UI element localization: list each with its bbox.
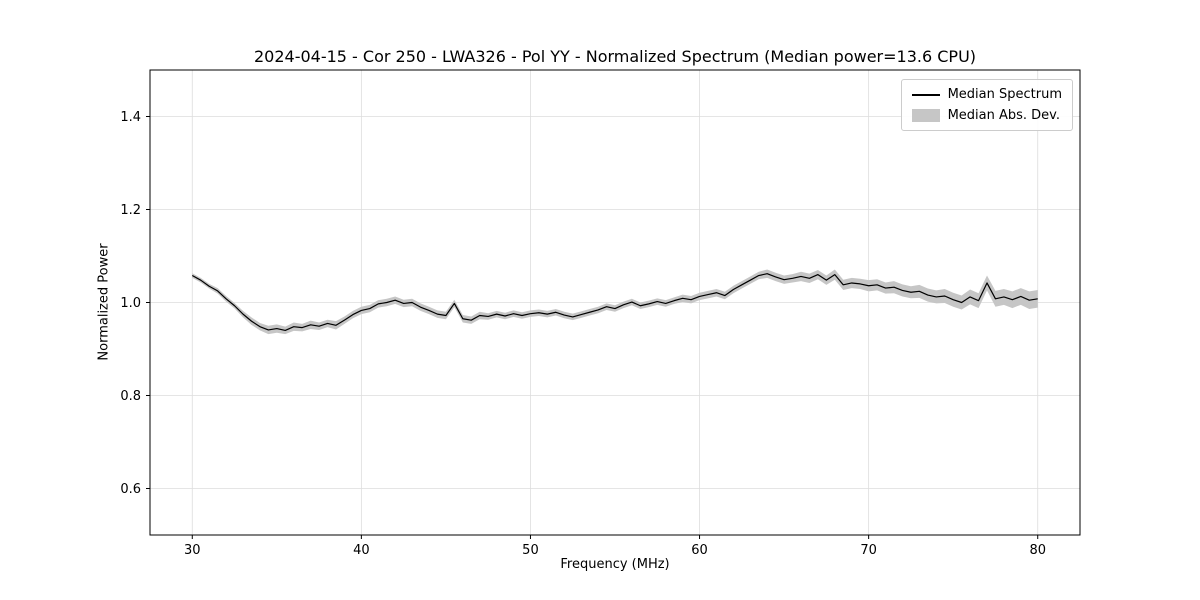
svg-text:1.2: 1.2 bbox=[120, 203, 141, 218]
svg-text:40: 40 bbox=[353, 543, 370, 558]
svg-text:70: 70 bbox=[860, 543, 877, 558]
x-axis-label: Frequency (MHz) bbox=[560, 557, 670, 572]
svg-text:0.6: 0.6 bbox=[120, 482, 141, 497]
legend-patch-sample-icon bbox=[911, 109, 940, 122]
legend-label-median-spectrum: Median Spectrum bbox=[947, 87, 1062, 102]
svg-text:1.4: 1.4 bbox=[120, 110, 141, 125]
legend-item-median-abs-dev: Median Abs. Dev. bbox=[911, 108, 1062, 123]
legend-label-median-abs-dev: Median Abs. Dev. bbox=[947, 108, 1061, 123]
legend-item-median-spectrum: Median Spectrum bbox=[911, 87, 1062, 102]
svg-text:30: 30 bbox=[184, 543, 201, 558]
y-axis-label: Normalized Power bbox=[96, 243, 112, 361]
chart-title: 2024-04-15 - Cor 250 - LWA326 - Pol YY -… bbox=[253, 47, 977, 66]
svg-text:50: 50 bbox=[522, 543, 539, 558]
svg-text:80: 80 bbox=[1029, 543, 1046, 558]
legend: Median Spectrum Median Abs. Dev. bbox=[900, 79, 1073, 131]
svg-text:60: 60 bbox=[691, 543, 708, 558]
svg-text:1.0: 1.0 bbox=[120, 296, 141, 311]
svg-text:0.8: 0.8 bbox=[120, 389, 141, 404]
legend-line-sample-icon bbox=[911, 93, 940, 96]
